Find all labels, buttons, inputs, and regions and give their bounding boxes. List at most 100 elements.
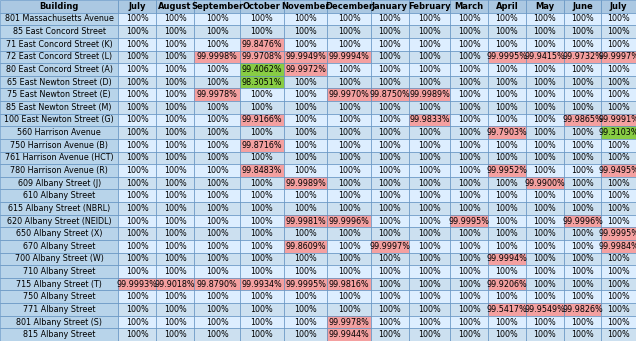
Text: 100%: 100%	[458, 242, 481, 251]
Bar	[0, 202, 118, 215]
Bar	[371, 291, 408, 303]
Bar	[284, 316, 328, 328]
Text: 100%: 100%	[206, 330, 228, 339]
Bar	[240, 50, 284, 63]
Text: 100%: 100%	[607, 280, 630, 289]
Text: 100%: 100%	[418, 229, 441, 238]
Bar	[0, 25, 118, 38]
Text: 100%: 100%	[164, 141, 186, 150]
Bar	[328, 50, 371, 63]
Bar	[602, 227, 636, 240]
Text: 100%: 100%	[338, 204, 361, 213]
Text: 100%: 100%	[571, 179, 594, 188]
Bar	[526, 328, 563, 341]
Bar	[194, 151, 240, 164]
Bar	[328, 151, 371, 164]
Bar	[371, 126, 408, 139]
Text: 100%: 100%	[607, 14, 630, 24]
Text: 100%: 100%	[251, 292, 273, 301]
Bar	[240, 291, 284, 303]
Text: 100%: 100%	[338, 141, 361, 150]
Bar	[450, 139, 488, 151]
Text: 99.9978%: 99.9978%	[197, 90, 238, 99]
Text: 710 Albany Street: 710 Albany Street	[23, 267, 95, 276]
Text: 99.9816%: 99.9816%	[329, 280, 370, 289]
Text: 99.9944%: 99.9944%	[329, 330, 370, 339]
Text: 100%: 100%	[338, 14, 361, 24]
Bar	[118, 316, 156, 328]
Bar	[328, 316, 371, 328]
Text: 100%: 100%	[126, 40, 149, 49]
Bar	[240, 240, 284, 253]
Bar	[602, 316, 636, 328]
Text: 100%: 100%	[206, 254, 228, 263]
Text: 100%: 100%	[206, 153, 228, 162]
Text: 100%: 100%	[294, 254, 317, 263]
Bar	[408, 38, 450, 50]
Text: 100%: 100%	[206, 317, 228, 327]
Text: 100%: 100%	[495, 204, 518, 213]
Bar	[328, 88, 371, 101]
Bar	[488, 151, 526, 164]
Text: 100%: 100%	[607, 65, 630, 74]
Bar	[240, 164, 284, 177]
Text: 100%: 100%	[495, 317, 518, 327]
Text: 100%: 100%	[338, 191, 361, 200]
Bar	[408, 13, 450, 25]
Bar	[450, 101, 488, 114]
Bar	[602, 25, 636, 38]
Bar	[408, 164, 450, 177]
Text: 100%: 100%	[378, 229, 401, 238]
Bar	[602, 139, 636, 151]
Text: 100%: 100%	[571, 90, 594, 99]
Text: 99.9732%: 99.9732%	[562, 52, 603, 61]
Text: 100%: 100%	[458, 267, 481, 276]
Bar	[488, 76, 526, 88]
Text: 100%: 100%	[126, 317, 149, 327]
Bar	[240, 63, 284, 76]
Bar	[488, 13, 526, 25]
Bar	[563, 101, 602, 114]
Bar	[488, 126, 526, 139]
Text: 100%: 100%	[458, 27, 481, 36]
Text: 100%: 100%	[206, 78, 228, 87]
Bar	[408, 101, 450, 114]
Bar	[194, 316, 240, 328]
Text: 99.9949%: 99.9949%	[285, 52, 326, 61]
Bar	[563, 114, 602, 126]
Bar	[328, 101, 371, 114]
Text: 100%: 100%	[458, 52, 481, 61]
Bar	[408, 114, 450, 126]
Bar	[156, 278, 194, 291]
Text: 100%: 100%	[126, 128, 149, 137]
Text: 100%: 100%	[418, 128, 441, 137]
Bar	[526, 126, 563, 139]
Text: 99.9996%: 99.9996%	[329, 217, 370, 225]
Bar	[488, 88, 526, 101]
Bar	[526, 76, 563, 88]
Text: 99.9996%: 99.9996%	[562, 217, 603, 225]
Text: 100%: 100%	[206, 191, 228, 200]
Bar	[450, 88, 488, 101]
Bar	[194, 328, 240, 341]
Text: 100%: 100%	[206, 242, 228, 251]
Bar	[284, 303, 328, 316]
Text: 100%: 100%	[458, 292, 481, 301]
Bar	[488, 0, 526, 13]
Text: 100%: 100%	[607, 217, 630, 225]
Bar	[450, 265, 488, 278]
Bar	[194, 88, 240, 101]
Bar	[450, 126, 488, 139]
Bar	[240, 215, 284, 227]
Bar	[602, 63, 636, 76]
Bar	[488, 240, 526, 253]
Text: 100%: 100%	[534, 27, 556, 36]
Bar	[602, 164, 636, 177]
Text: 750 Harrison Avenue (B): 750 Harrison Avenue (B)	[10, 141, 108, 150]
Text: 100%: 100%	[418, 191, 441, 200]
Text: October: October	[243, 2, 281, 11]
Bar	[0, 0, 118, 13]
Text: 100%: 100%	[458, 78, 481, 87]
Bar	[156, 227, 194, 240]
Bar	[284, 126, 328, 139]
